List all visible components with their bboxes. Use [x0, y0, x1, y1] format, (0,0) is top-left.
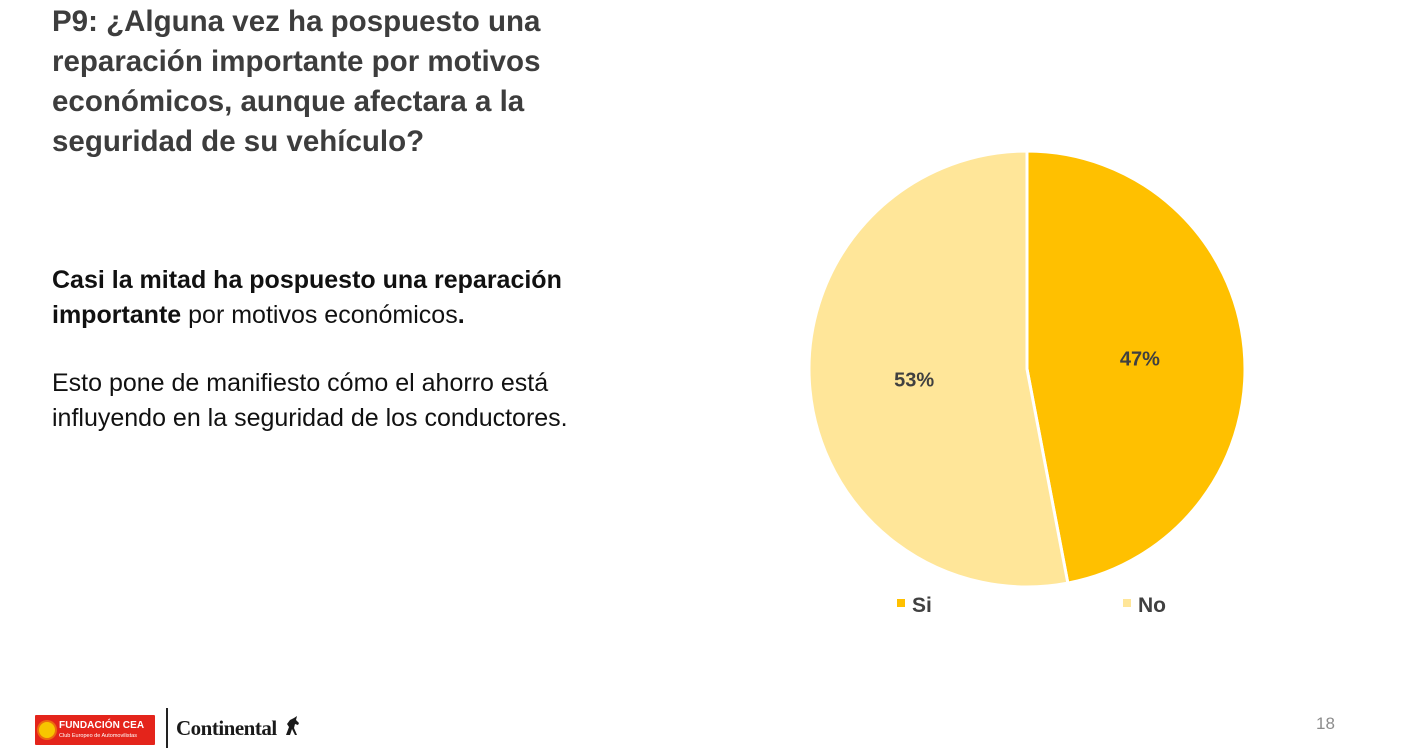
slice-label-si: 47%	[1120, 348, 1160, 370]
chart-legend: Si No	[897, 594, 1166, 617]
horse-icon	[286, 716, 299, 735]
pie-slice-si	[1025, 149, 1247, 585]
summary-text: Casi la mitad ha pospuesto una reparació…	[52, 263, 612, 435]
legend-swatch-no	[1123, 599, 1131, 607]
summary-rest: por motivos económicos	[181, 300, 458, 329]
legend-label-si: Si	[912, 594, 932, 617]
cea-logo-subtitle: Club Europeo de Automovilistas	[59, 733, 137, 739]
sun-icon	[39, 722, 55, 738]
pie-slice-no	[807, 149, 1070, 589]
pie-slices	[807, 149, 1247, 589]
continental-logo: Continental	[176, 716, 277, 740]
page-number: 18	[1316, 714, 1335, 733]
slide-title: P9: ¿Alguna vez ha pospuesto una reparac…	[52, 5, 541, 158]
legend-swatch-si	[897, 599, 905, 607]
slice-label-no: 53%	[894, 370, 934, 392]
cea-logo-name: FUNDACIÓN CEA	[59, 720, 145, 731]
summary-highlight: Casi la mitad ha pospuesto una reparació…	[52, 266, 562, 329]
footer-divider	[166, 708, 168, 748]
summary-paragraph-2: Esto pone de manifiesto cómo el ahorro e…	[52, 369, 568, 432]
summary-end: .	[457, 300, 465, 329]
fundacion-cea-logo: FUNDACIÓN CEA Club Europeo de Automovili…	[35, 715, 155, 745]
legend-label-no: No	[1138, 594, 1166, 617]
pie-slice-labels: 47% 53%	[894, 348, 1160, 391]
summary-paragraph-1: Casi la mitad ha pospuesto una reparació…	[52, 263, 612, 332]
footer-logos: FUNDACIÓN CEA Club Europeo de Automovili…	[30, 688, 310, 748]
